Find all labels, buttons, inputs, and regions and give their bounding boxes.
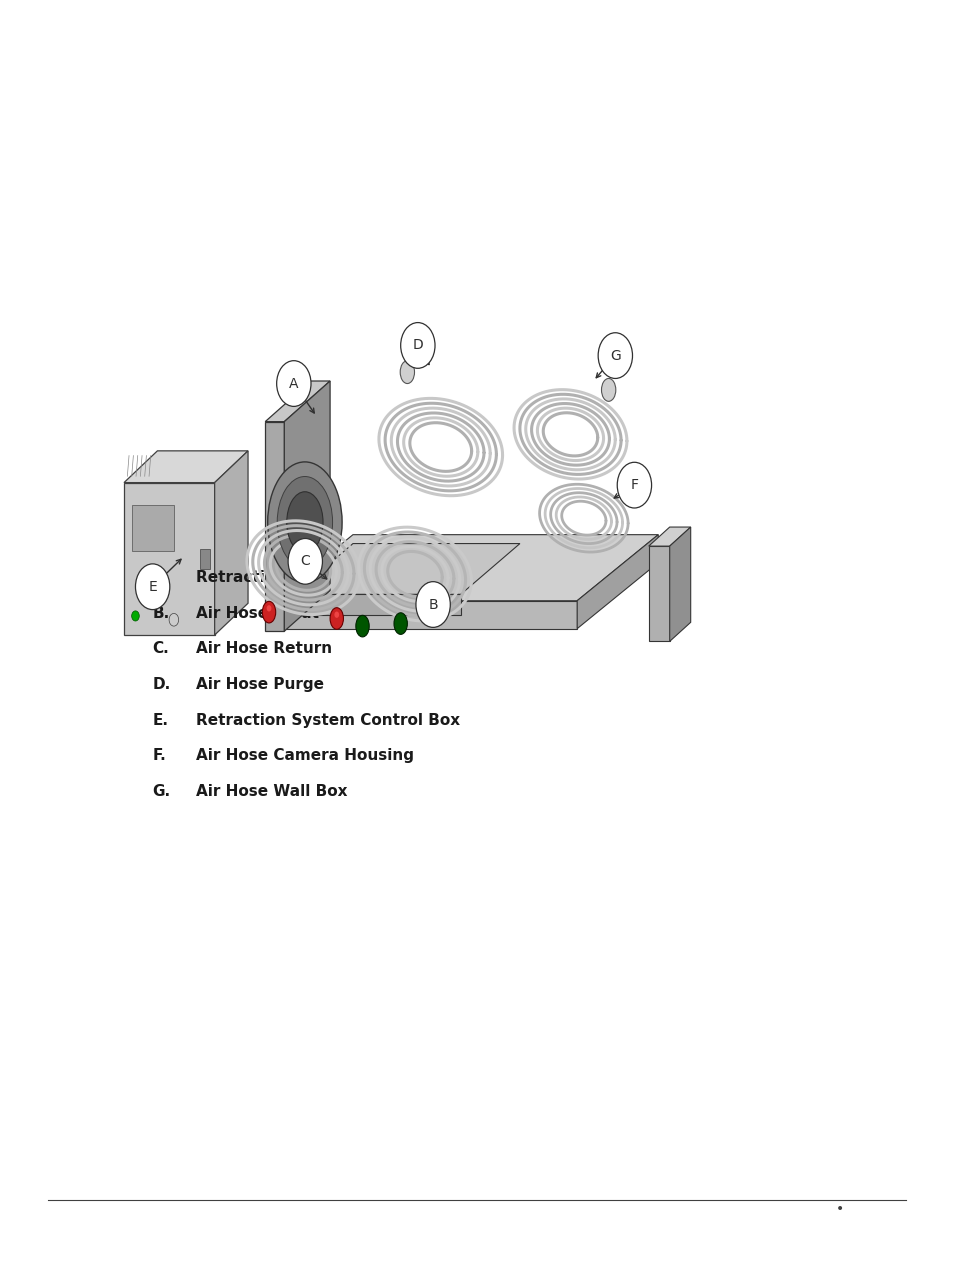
Polygon shape — [669, 527, 690, 641]
Polygon shape — [294, 544, 519, 594]
Ellipse shape — [268, 462, 342, 583]
Text: G: G — [609, 348, 620, 363]
Polygon shape — [648, 527, 690, 546]
Text: E: E — [148, 579, 157, 594]
Polygon shape — [265, 422, 284, 631]
Polygon shape — [124, 483, 214, 635]
Polygon shape — [124, 451, 248, 483]
Text: Air Hose Wall Box: Air Hose Wall Box — [195, 784, 347, 799]
Text: Air Hose Purge: Air Hose Purge — [195, 677, 323, 692]
Text: D: D — [412, 338, 423, 353]
Ellipse shape — [330, 608, 343, 629]
Text: Air Hose Camera Housing: Air Hose Camera Housing — [195, 748, 414, 763]
Text: B: B — [428, 597, 437, 612]
Text: D.: D. — [152, 677, 171, 692]
Ellipse shape — [355, 616, 369, 638]
Text: F.: F. — [152, 748, 166, 763]
Polygon shape — [214, 451, 248, 635]
Ellipse shape — [262, 602, 275, 622]
Ellipse shape — [400, 361, 414, 384]
Ellipse shape — [394, 613, 407, 634]
Ellipse shape — [277, 476, 333, 568]
Circle shape — [169, 613, 178, 626]
Text: A: A — [289, 376, 298, 391]
Text: E.: E. — [152, 712, 169, 728]
Text: F: F — [630, 478, 638, 493]
Circle shape — [288, 538, 322, 584]
Text: C: C — [300, 554, 310, 569]
Text: A.: A. — [152, 570, 170, 585]
Polygon shape — [284, 381, 330, 631]
Polygon shape — [132, 505, 173, 551]
Ellipse shape — [266, 606, 271, 611]
Circle shape — [598, 333, 632, 378]
Polygon shape — [272, 535, 658, 601]
Text: •: • — [835, 1201, 842, 1217]
Circle shape — [135, 564, 170, 610]
Polygon shape — [577, 535, 658, 629]
Circle shape — [132, 611, 139, 621]
Text: B.: B. — [152, 606, 170, 621]
Polygon shape — [265, 381, 330, 422]
Circle shape — [416, 582, 450, 627]
Polygon shape — [648, 546, 669, 641]
Polygon shape — [272, 601, 577, 629]
Text: G.: G. — [152, 784, 171, 799]
Polygon shape — [294, 594, 460, 615]
Circle shape — [276, 361, 311, 406]
Text: Air Hose Input: Air Hose Input — [195, 606, 318, 621]
Text: C.: C. — [152, 641, 170, 657]
Circle shape — [400, 323, 435, 368]
Ellipse shape — [600, 378, 616, 401]
Ellipse shape — [287, 491, 323, 552]
Circle shape — [617, 462, 651, 508]
Text: Air Hose Return: Air Hose Return — [195, 641, 332, 657]
Text: Retraction System: Retraction System — [195, 570, 355, 585]
Polygon shape — [200, 549, 210, 569]
Ellipse shape — [334, 612, 338, 617]
Text: Retraction System Control Box: Retraction System Control Box — [195, 712, 459, 728]
